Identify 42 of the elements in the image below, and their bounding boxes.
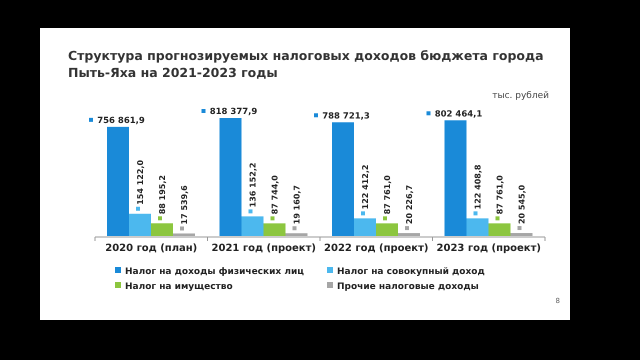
bar: [376, 223, 398, 236]
data-label: 136 152,2: [248, 162, 258, 208]
data-label: 17 539,6: [180, 184, 189, 224]
bar: [510, 233, 532, 236]
text: тыс. рублей: [492, 91, 550, 101]
bar: [220, 118, 242, 236]
legend-label: Налог на совокупный доход: [337, 267, 485, 277]
data-label: 788 721,3: [322, 111, 370, 122]
data-label: 19 160,7: [292, 185, 302, 224]
data-label: 87 761,0: [383, 174, 392, 214]
legend-label: Налог на доходы физических лиц: [125, 267, 304, 277]
data-label: 20 545,0: [518, 184, 526, 224]
x-tick-label: 2021 год (проект): [212, 243, 316, 254]
bar: [286, 233, 308, 236]
x-tick-label: 2023 год (проект): [436, 243, 541, 254]
bar: [466, 218, 488, 236]
data-label: 122 408,8: [474, 164, 482, 210]
bar: [264, 223, 286, 236]
data-label: 87 744,0: [270, 174, 280, 214]
legend-label: Прочие налоговые доходы: [337, 282, 479, 292]
bar: [354, 218, 376, 236]
bar: [332, 122, 354, 236]
data-label: 88 195,2: [158, 175, 167, 214]
bar: [151, 223, 173, 236]
bar: [488, 223, 510, 236]
bar: [242, 216, 264, 236]
chart-title: Структура прогнозируемых налоговых доходов бюджета города Пыть-Яха на 2021-2023 годы: [68, 48, 544, 80]
data-label: 818 377,9: [210, 107, 258, 117]
data-label: 87 761,0: [496, 174, 504, 214]
data-label: 122 412,2: [361, 164, 370, 210]
data-label: 802 464,1: [434, 109, 482, 120]
data-label: 154 122,0: [136, 160, 145, 205]
bar: [398, 233, 420, 236]
bar: [129, 214, 151, 236]
legend-label: Налог на имущество: [125, 282, 233, 292]
x-tick-label: 2020 год (план): [105, 243, 198, 254]
data-label: 756 861,9: [97, 116, 145, 126]
data-label: 20 226,7: [405, 184, 414, 224]
bar: [107, 126, 129, 236]
bar: [173, 233, 195, 236]
x-tick-label: 2022 год (проект): [324, 243, 428, 254]
bar: [444, 120, 466, 236]
